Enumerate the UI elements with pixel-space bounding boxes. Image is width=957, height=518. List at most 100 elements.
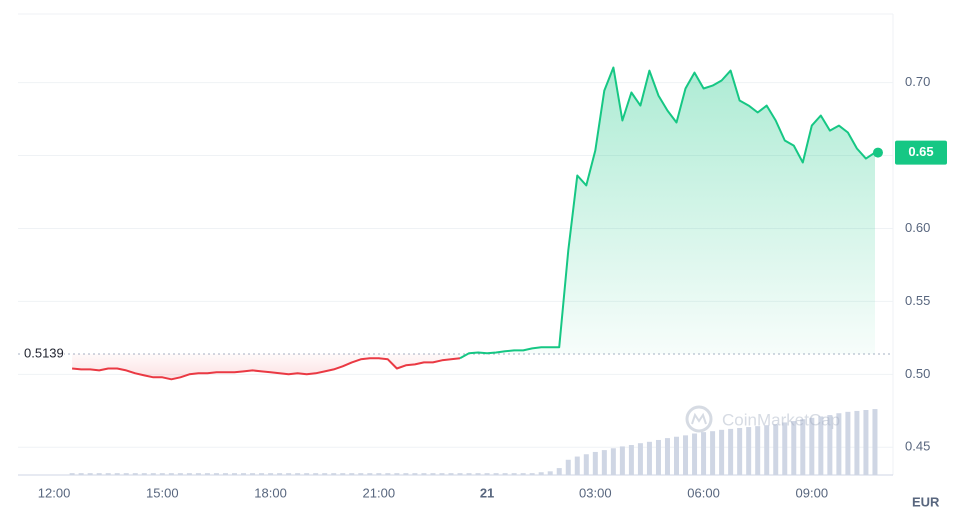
volume-bar [168, 473, 174, 475]
volume-bar [466, 473, 472, 475]
price-area [460, 67, 875, 359]
volume-bar [259, 473, 265, 475]
volume-bar [628, 445, 634, 475]
volume-bar [367, 473, 373, 475]
volume-bar [150, 473, 156, 475]
volume-bar [619, 446, 625, 475]
volume-bar [349, 473, 355, 475]
volume-bar [782, 422, 788, 475]
volume-bar [96, 473, 102, 475]
volume-bar [295, 473, 301, 475]
volume-bar [637, 443, 643, 475]
volume-bar [439, 473, 445, 475]
x-tick-label: 15:00 [146, 485, 179, 500]
volume-bar [322, 473, 328, 475]
x-tick-label: 06:00 [687, 485, 720, 500]
volume-bar [809, 417, 815, 475]
volume-bar [250, 473, 256, 475]
volume-bar [141, 473, 147, 475]
watermark: CoinMarketCap [685, 405, 840, 433]
volume-bar [87, 473, 93, 475]
currency-label: EUR [912, 494, 940, 509]
volume-bar [773, 424, 779, 475]
volume-bar [69, 473, 75, 475]
last-point [872, 147, 883, 158]
last-value-tag [895, 140, 947, 165]
volume-bar [159, 473, 165, 475]
volume-bar [114, 473, 120, 475]
volume-bar [547, 471, 553, 475]
volume-bar [430, 473, 436, 475]
volume-bar [764, 425, 770, 475]
volume-bar [610, 448, 616, 475]
volume-bar [854, 410, 860, 475]
volume-bar [412, 473, 418, 475]
volume-bar [105, 473, 111, 475]
volume-bar [177, 473, 183, 475]
volume-bar [710, 431, 716, 475]
volume-bar [845, 411, 851, 475]
x-tick-label: 21 [480, 485, 494, 500]
volume-bar [358, 473, 364, 475]
volume-bar [286, 473, 292, 475]
reference-label-bg [20, 345, 64, 362]
x-tick-label: 03:00 [579, 485, 612, 500]
volume-bar [123, 473, 129, 475]
volume-bar [385, 473, 391, 475]
volume-bar [827, 415, 833, 475]
volume-bar [132, 473, 138, 475]
volume-bar [268, 473, 274, 475]
volume-bar [701, 432, 707, 475]
reference-label: 0.5139 [24, 345, 64, 360]
volume-bar [213, 473, 219, 475]
volume-bar [231, 473, 237, 475]
volume-bar [601, 450, 607, 475]
volume-bar [664, 438, 670, 475]
y-tick-label: 0.45 [905, 439, 930, 454]
volume-bar [800, 419, 806, 475]
volume-bar [836, 413, 842, 475]
y-tick-label: 0.60 [905, 220, 930, 235]
volume-bar [646, 441, 652, 475]
volume-bar [818, 416, 824, 475]
volume-bar [863, 409, 869, 475]
price-area [72, 354, 460, 380]
watermark-text: CoinMarketCap [722, 410, 840, 429]
volume-bar [204, 473, 210, 475]
x-tick-label: 21:00 [363, 485, 396, 500]
volume-bar [655, 439, 661, 475]
volume-bar [574, 456, 580, 475]
volume-bar [304, 473, 310, 475]
volume-bar [277, 473, 283, 475]
volume-bar [340, 473, 346, 475]
volume-bar [502, 473, 508, 475]
volume-bar [186, 473, 192, 475]
volume-bar [241, 473, 247, 475]
volume-bar [592, 451, 598, 475]
volume-bar [222, 473, 228, 475]
volume-bar [457, 473, 463, 475]
volume-bar [755, 426, 761, 475]
volume-bar [421, 473, 427, 475]
volume-bar [791, 421, 797, 475]
volume-bar [556, 468, 562, 475]
volume-bar [493, 473, 499, 475]
volume-bar [538, 472, 544, 475]
volume-bar [565, 459, 571, 475]
x-tick-label: 12:00 [38, 485, 71, 500]
volume-bar [313, 473, 319, 475]
y-tick-label: 0.70 [905, 74, 930, 89]
x-tick-label: 09:00 [796, 485, 829, 500]
volume-bar [529, 473, 535, 475]
volume-bar [583, 454, 589, 475]
volume-bar [403, 473, 409, 475]
volume-bar [78, 473, 84, 475]
volume-bar [376, 473, 382, 475]
last-value-label: 0.65 [908, 144, 933, 159]
x-tick-label: 18:00 [254, 485, 287, 500]
volume-bar [511, 473, 517, 475]
volume-bar [737, 427, 743, 475]
volume-bar [719, 429, 725, 475]
volume-bar [448, 473, 454, 475]
